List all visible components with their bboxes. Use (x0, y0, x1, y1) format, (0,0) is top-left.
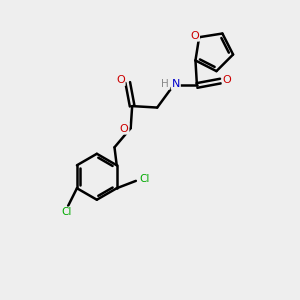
Text: O: O (116, 75, 125, 85)
Text: N: N (172, 79, 180, 89)
Text: H: H (161, 79, 169, 89)
Text: O: O (223, 75, 231, 85)
Text: Cl: Cl (61, 207, 72, 218)
Text: O: O (120, 124, 129, 134)
Text: Cl: Cl (139, 174, 149, 184)
Text: O: O (190, 31, 199, 41)
